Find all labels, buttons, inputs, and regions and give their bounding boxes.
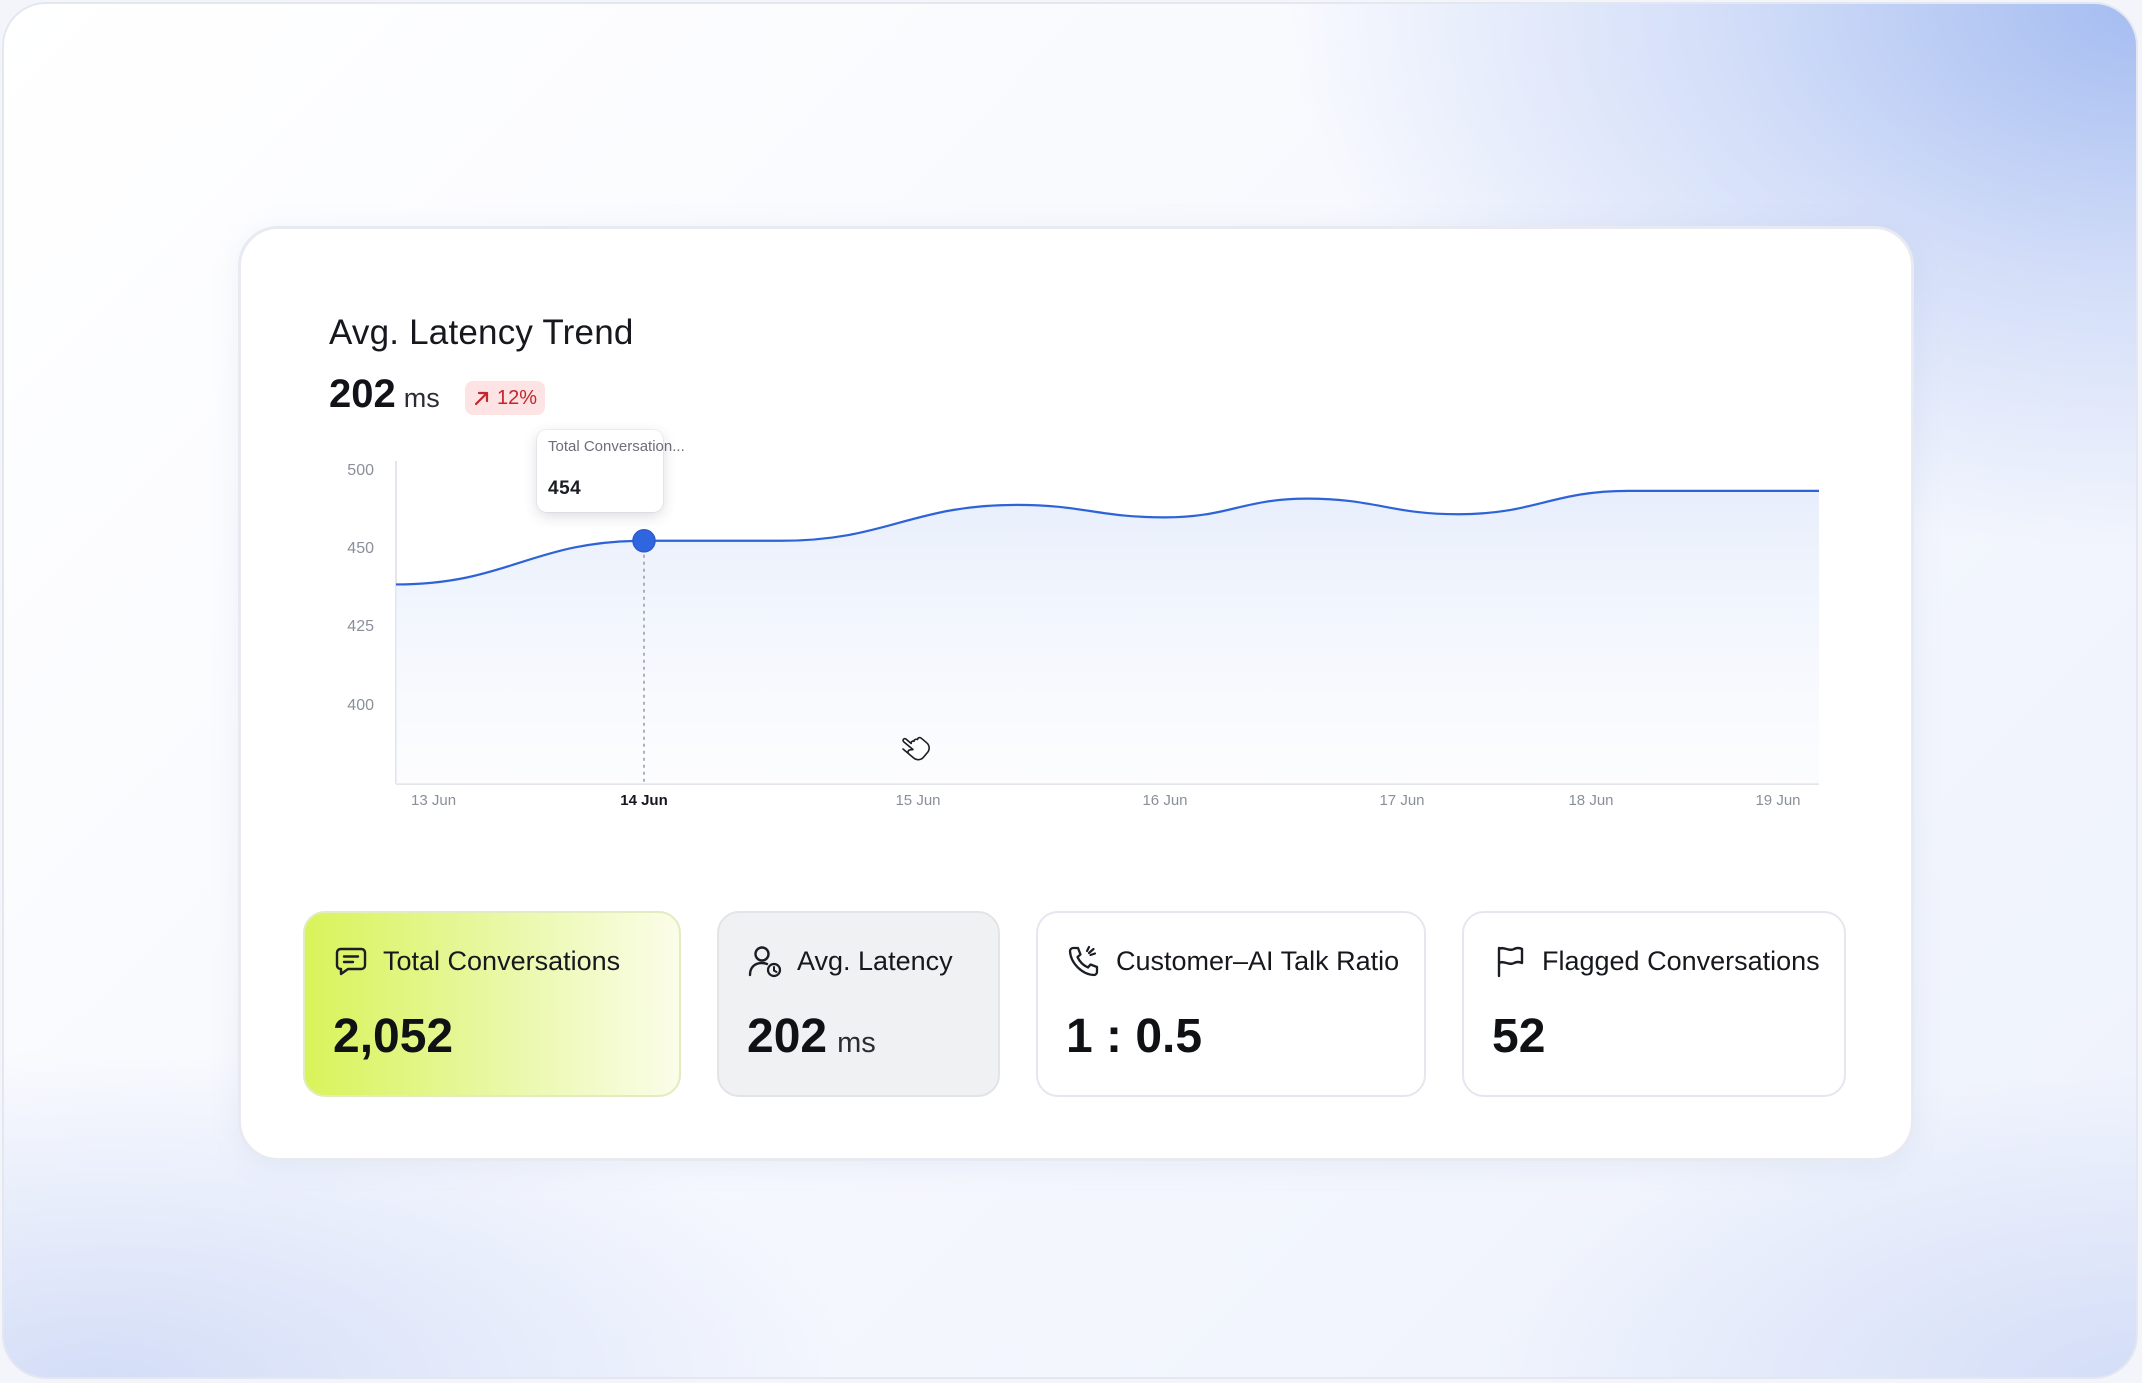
y-tick-label: 400	[347, 697, 374, 714]
x-tick-label: 14 Jun	[620, 792, 668, 809]
headline-unit: ms	[403, 383, 440, 413]
arrow-up-right-icon	[474, 391, 489, 406]
stat-value: 202	[747, 1010, 828, 1063]
tooltip-label: Total Conversation...	[548, 438, 685, 455]
x-tick-label: 15 Jun	[895, 792, 940, 809]
flag-icon	[1497, 946, 1524, 978]
latency-chart: 500 450 425 400 13 Jun 14 Jun 15 Jun 16 Jun 17 …	[347, 461, 1819, 809]
phone-call-icon	[1068, 945, 1099, 977]
stat-card-total-conversations[interactable]: Total Conversations 2,052	[303, 911, 681, 1097]
y-tick-label: 450	[347, 540, 374, 557]
series-area	[396, 490, 1819, 784]
x-tick-label: 13 Jun	[411, 792, 456, 809]
headline-value: 202	[329, 372, 396, 416]
x-tick-label: 17 Jun	[1379, 792, 1424, 809]
stat-card-avg-latency[interactable]: Avg. Latency 202 ms	[717, 911, 1000, 1097]
latency-dashboard-card: Avg. Latency Trend 202 ms 12% 500 450 425 4…	[238, 226, 1914, 1161]
trend-percent: 12%	[496, 386, 538, 409]
user-clock-icon	[748, 946, 782, 978]
headline-metric: 202 ms	[329, 372, 440, 417]
chart-title: Avg. Latency Trend	[329, 313, 634, 352]
y-tick-label: 500	[347, 462, 374, 479]
stat-label: Flagged Conversations	[1542, 945, 1820, 976]
chart-tooltip: Total Conversation... 454	[537, 430, 685, 512]
highlight-point[interactable]	[632, 529, 656, 553]
stat-value: 2,052	[333, 1010, 454, 1063]
stat-card-flagged-conversations[interactable]: Flagged Conversations 52	[1462, 911, 1846, 1097]
x-tick-label: 18 Jun	[1568, 792, 1613, 809]
trend-badge: 12%	[465, 381, 545, 415]
x-tick-label: 19 Jun	[1755, 792, 1800, 809]
stat-label: Avg. Latency	[797, 945, 953, 976]
stat-label: Total Conversations	[383, 945, 621, 976]
stat-unit: ms	[837, 1027, 876, 1059]
stat-value: 1 : 0.5	[1066, 1010, 1203, 1063]
stat-label: Customer–AI Talk Ratio	[1116, 945, 1400, 976]
hand-cursor-icon	[902, 736, 930, 761]
tooltip-value: 454	[548, 478, 582, 499]
stat-value: 52	[1492, 1010, 1546, 1063]
x-tick-label: 16 Jun	[1142, 792, 1187, 809]
series-line	[395, 489, 1819, 586]
stat-card-talk-ratio[interactable]: Customer–AI Talk Ratio 1 : 0.5	[1036, 911, 1426, 1097]
chat-message-icon	[335, 947, 367, 976]
y-tick-label: 425	[347, 618, 374, 635]
